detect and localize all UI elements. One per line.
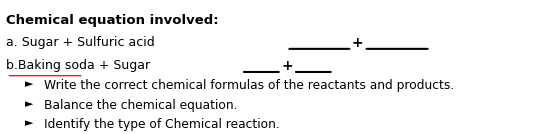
Text: Chemical equation involved:: Chemical equation involved: xyxy=(6,14,219,27)
Text: Write the correct chemical formulas of the reactants and products.: Write the correct chemical formulas of t… xyxy=(44,79,454,92)
Text: ►: ► xyxy=(25,99,33,109)
Text: b.Baking soda + Sugar: b.Baking soda + Sugar xyxy=(6,59,150,72)
Text: Identify the type of Chemical reaction.: Identify the type of Chemical reaction. xyxy=(44,118,280,131)
Text: +: + xyxy=(281,59,293,73)
Text: ►: ► xyxy=(25,118,33,128)
Text: Balance the chemical equation.: Balance the chemical equation. xyxy=(44,99,238,112)
Text: +: + xyxy=(352,36,364,50)
Text: ►: ► xyxy=(25,79,33,90)
Text: a. Sugar + Sulfuric acid: a. Sugar + Sulfuric acid xyxy=(6,36,155,49)
